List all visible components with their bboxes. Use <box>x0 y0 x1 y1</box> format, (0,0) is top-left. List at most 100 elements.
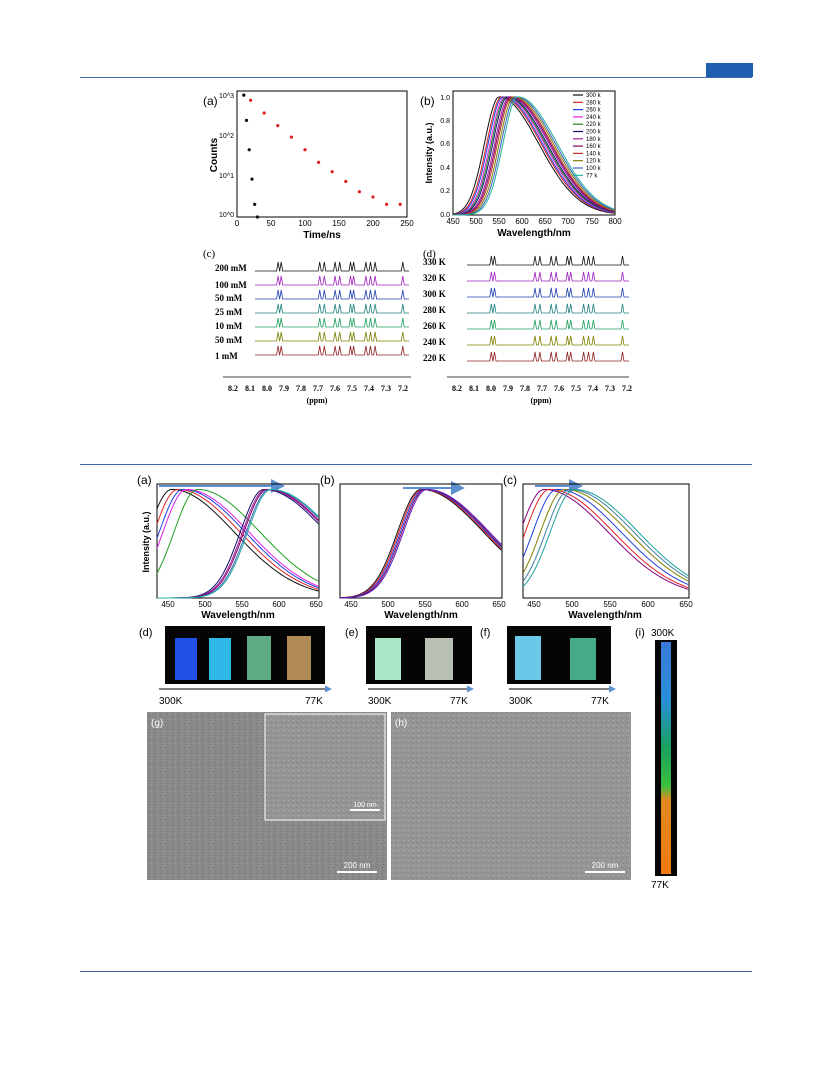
tick-label: 7.5 <box>347 384 357 393</box>
series-line <box>453 96 615 216</box>
nmr-traces <box>255 261 409 356</box>
vial-green <box>247 636 271 680</box>
tick-label: 7.7 <box>537 384 547 393</box>
panel-label: (b) <box>420 94 435 108</box>
x-axis-label: Time/ns <box>303 230 341 241</box>
scale-label: 200 nm <box>344 861 371 870</box>
temp-start: 300K <box>159 696 183 707</box>
data-point <box>247 148 251 152</box>
trace-label: 320 K <box>423 273 446 283</box>
fig1-panel-d: (d) 330 K 320 K 300 K 280 K 260 K 240 K … <box>423 248 632 405</box>
tick-label: 450 <box>161 600 175 609</box>
trace-label: 300 K <box>423 289 446 299</box>
legend-label: 240 k <box>586 115 602 121</box>
tick-label: 500 <box>565 600 579 609</box>
footer-rule <box>80 971 752 972</box>
data-point <box>385 202 389 206</box>
series-line <box>339 488 502 599</box>
tick-label: 10^0 <box>219 212 234 219</box>
tick-label: 8.0 <box>262 384 272 393</box>
panel-label: (g) <box>151 718 163 729</box>
legend-label: 77 k <box>586 173 598 179</box>
tick-label: 700 <box>561 217 575 226</box>
tick-label: 8.2 <box>228 384 238 393</box>
nmr-trace <box>255 261 409 272</box>
series-line <box>453 96 615 216</box>
tick-label: 7.2 <box>622 384 632 393</box>
tick-label: 7.6 <box>330 384 340 393</box>
tick-label: 650 <box>538 217 552 226</box>
nmr-trace <box>255 331 409 342</box>
data-point <box>255 215 259 219</box>
tick-label: 7.8 <box>296 384 306 393</box>
y-axis-label: Counts <box>209 137 220 172</box>
fig2-panel-b: (b) 450 500 550 600 650 Wavelength/nm <box>320 473 506 621</box>
tick-label: 600 <box>272 600 286 609</box>
series-line <box>157 488 319 599</box>
fig2-panel-e: (e) 300K 77K <box>345 626 474 707</box>
nmr-trace <box>255 303 409 314</box>
tick-label: 7.5 <box>571 384 581 393</box>
plot-frame <box>156 483 320 599</box>
x-tick-labels: 8.2 8.1 8.0 7.9 7.8 7.7 7.6 7.5 7.4 7.3 … <box>452 384 632 393</box>
data-point <box>371 195 375 199</box>
series-line <box>453 96 615 216</box>
series-line <box>452 96 615 215</box>
tick-label: 0.6 <box>440 141 450 148</box>
legend-label: 160 k <box>586 144 602 150</box>
sem-image <box>391 712 631 880</box>
tick-label: 750 <box>585 217 599 226</box>
x-axis-label: Wavelength/nm <box>568 610 642 621</box>
nmr-trace <box>255 275 409 286</box>
tick-label: 650 <box>309 600 323 609</box>
tick-label: 500 <box>469 217 483 226</box>
tick-label: 650 <box>492 600 506 609</box>
tick-label: 0.4 <box>440 165 450 172</box>
tick-label: 600 <box>455 600 469 609</box>
tick-label: 7.8 <box>520 384 530 393</box>
y-tick-labels: 0.0 0.2 0.4 0.6 0.8 1.0 <box>440 95 450 219</box>
nmr-traces <box>467 255 629 362</box>
tick-label: 7.9 <box>279 384 289 393</box>
data-point <box>289 135 293 139</box>
x-axis-label: Wavelength/nm <box>384 610 458 621</box>
tick-label: 7.9 <box>503 384 513 393</box>
series-line <box>522 488 689 582</box>
series-line <box>452 96 615 215</box>
series-line <box>452 96 615 216</box>
series-line <box>452 96 615 216</box>
panel-label: (c) <box>503 473 517 487</box>
tick-label: 450 <box>344 600 358 609</box>
temp-end: 77K <box>591 696 609 707</box>
fig2-panel-f: (f) 300K 77K <box>480 626 616 707</box>
tick-label: 650 <box>679 600 693 609</box>
panel-label: (b) <box>320 473 335 487</box>
legend-label: 180 k <box>586 137 602 143</box>
legend-label: 280 k <box>586 100 602 106</box>
figure1: (a) 0 50 100 150 200 250 10^0 10^1 10^2 … <box>203 90 632 405</box>
nmr-trace <box>467 287 629 298</box>
tick-label: 7.4 <box>588 384 598 393</box>
scale-label: 200 nm <box>592 861 619 870</box>
fig2-panel-i: (i) 300K 77K <box>635 627 677 890</box>
series-line <box>156 489 319 582</box>
legend-label: 300 k <box>586 93 602 99</box>
series-line <box>156 488 319 592</box>
tick-label: 7.2 <box>398 384 408 393</box>
luminescent-rod <box>661 642 671 874</box>
nmr-trace <box>467 335 629 346</box>
tick-label: 7.7 <box>313 384 323 393</box>
trace-label: 200 mM <box>215 263 247 273</box>
tick-label: 450 <box>527 600 541 609</box>
x-axis-label: Wavelength/nm <box>497 228 571 239</box>
plot-frame <box>522 483 690 599</box>
tick-label: 600 <box>641 600 655 609</box>
series-line <box>453 96 615 216</box>
series-line <box>452 96 615 216</box>
panel-label: (e) <box>345 627 358 639</box>
tick-label: 550 <box>418 600 432 609</box>
legend-label: 200 k <box>586 130 602 136</box>
legend-label: 220 k <box>586 122 602 128</box>
trace-label: 280 K <box>423 305 446 315</box>
data-point <box>242 93 246 97</box>
